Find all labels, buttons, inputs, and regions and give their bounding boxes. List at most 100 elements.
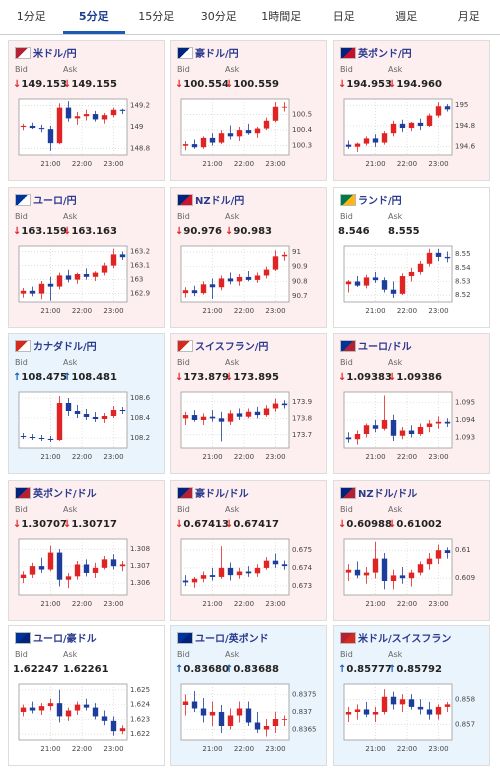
rate-card[interactable]: NZドル/ドル Bid Ask ↓0.60988 ↓0.61002 0.61 0.609 21… [333, 480, 490, 621]
bid-price: 173.879 [183, 372, 229, 383]
candle-body [236, 571, 243, 576]
rate-card[interactable]: ユーロ/円 Bid Ask ↓163.159 ↓163.163 163.2 163.1 163… [8, 187, 165, 328]
rate-card[interactable]: カナダドル/円 Bid Ask ↑108.475 ↑108.481 108.6 108.4 1… [8, 333, 165, 474]
bid-price: 0.60988 [346, 519, 392, 530]
candle-body [363, 572, 370, 576]
candle-body [417, 564, 424, 573]
bid-label: Bid [177, 650, 190, 659]
y-tick-label: 1.623 [130, 715, 150, 723]
bid-label: Bid [177, 358, 190, 367]
trend-arrow: ↓ [175, 226, 184, 237]
x-tick-label: 23:00 [428, 160, 448, 168]
candle-body [381, 696, 388, 712]
y-tick-label: 1.095 [455, 399, 475, 407]
candle-body [29, 290, 36, 294]
rate-card[interactable]: ユーロ/豪ドル Bid Ask 1.62247 1.62261 1.625 1.624 1.6… [8, 625, 165, 766]
candle-body [200, 708, 207, 716]
candle-body [47, 283, 54, 287]
rate-card[interactable]: 英ポンド/ドル Bid Ask ↓1.30707 ↓1.30717 1.308 1.307 1… [8, 480, 165, 621]
candle-body [227, 278, 234, 282]
rate-card[interactable]: 豪ドル/円 Bid Ask ↓100.554 ↓100.559 100.5 100.4 100… [170, 40, 327, 181]
rate-card[interactable]: 英ポンド/円 Bid Ask ↓194.953 ↓194.960 195 194.8 194.… [333, 40, 490, 181]
bid-price: 0.83680 [183, 664, 229, 675]
trend-arrow: ↑ [388, 664, 397, 675]
x-tick-label: 23:00 [265, 307, 285, 315]
x-tick-label: 22:00 [397, 745, 417, 753]
rate-card[interactable]: 米ドル/スイスフラン Bid Ask ↑0.85777 ↑0.85792 0.858 0.8… [333, 625, 490, 766]
tab[interactable]: 週足 [395, 10, 418, 23]
x-tick-label: 22:00 [72, 745, 92, 753]
rate-card[interactable]: スイスフラン/円 Bid Ask ↓173.879 ↓173.895 173.9 173.8… [170, 333, 327, 474]
plot-area [180, 391, 290, 449]
x-tick-label: 21:00 [40, 160, 60, 168]
rate-card[interactable]: ランド/円 Bid Ask 8.546 8.555 8.55 8.54 8.53 8.52 21:… [333, 187, 490, 328]
tab[interactable]: 5分足 [62, 0, 125, 34]
rate-card[interactable]: ユーロ/ドル Bid Ask ↓1.09383 ↓1.09386 1.095 1.094 1.… [333, 333, 490, 474]
ask-value: ↓0.61002 [388, 519, 442, 530]
candle-body [444, 106, 451, 110]
bid-value: ↓100.554 [175, 79, 229, 90]
candle-body [191, 415, 198, 420]
bid-label: Bid [15, 212, 28, 221]
candle-body [92, 567, 99, 573]
candle-body [281, 403, 288, 406]
candle-body [83, 704, 90, 708]
tab[interactable]: 1時間足 [261, 10, 302, 23]
candle-body [92, 417, 99, 419]
x-tick-label: 23:00 [103, 600, 123, 608]
candle-body [200, 575, 207, 579]
tab[interactable]: 日足 [332, 10, 355, 23]
candle-body [191, 144, 198, 148]
rate-card[interactable]: ユーロ/英ポンド Bid Ask ↑0.83680 ↑0.83688 0.8375 0.83… [170, 625, 327, 766]
candle-body [20, 436, 27, 437]
candle-body [227, 715, 234, 726]
candle-body [245, 708, 252, 723]
bid-value: ↓1.09383 [338, 372, 392, 383]
candle-body [29, 437, 36, 438]
ask-label: Ask [225, 505, 240, 514]
candle-body [272, 106, 279, 121]
y-tick-label: 1.094 [455, 416, 476, 424]
y-tick-label: 90.8 [292, 277, 308, 285]
candle-body [101, 716, 108, 721]
y-tick-label: 108.6 [130, 394, 151, 402]
x-tick-label: 22:00 [72, 600, 92, 608]
candle-body [227, 133, 234, 137]
candle-body [390, 575, 397, 581]
flag [15, 487, 31, 499]
candle-body [426, 115, 433, 126]
candle-body [354, 434, 361, 440]
bid-label: Bid [340, 65, 353, 74]
plot-area [18, 245, 128, 303]
tab[interactable]: 30分足 [200, 10, 237, 23]
candle-body [245, 276, 252, 280]
ask-value: ↓90.983 [225, 226, 272, 237]
candle-body [345, 144, 352, 147]
candle-body [38, 283, 45, 294]
bid-price: 1.62247 [13, 664, 59, 675]
y-tick-label: 0.61 [455, 546, 471, 554]
x-tick-label: 22:00 [397, 600, 417, 608]
bid-label: Bid [340, 358, 353, 367]
candle-body [281, 254, 288, 257]
tab[interactable]: 15分足 [138, 10, 175, 23]
candle-body [426, 252, 433, 264]
candle-body [119, 728, 126, 732]
plot-area [180, 245, 290, 303]
candle-body [254, 722, 261, 730]
rate-card[interactable]: 米ドル/円 Bid Ask ↓149.153 ↓149.155 149.2 149 148.8… [8, 40, 165, 181]
y-tick-label: 108.2 [130, 434, 150, 442]
x-tick-label: 21:00 [365, 307, 385, 315]
bid-value: ↑0.85777 [338, 664, 392, 675]
rate-card[interactable]: NZドル/円 Bid Ask ↓90.976 ↓90.983 91 90.9 90.8 90.7… [170, 187, 327, 328]
ask-price: 0.67417 [233, 519, 279, 530]
tab[interactable]: 1分足 [16, 10, 46, 23]
candle-body [417, 122, 424, 126]
x-tick-label: 23:00 [428, 453, 448, 461]
mini-chart: 100.5 100.4 100.3 21:00 22:00 23:00 [180, 98, 313, 168]
candle-body [408, 699, 415, 707]
x-tick-label: 23:00 [103, 453, 123, 461]
tab[interactable]: 月足 [457, 10, 480, 23]
rate-card[interactable]: 豪ドル/ドル Bid Ask ↓0.67413 ↓0.67417 0.675 0.674 0.… [170, 480, 327, 621]
x-tick-label: 22:00 [234, 160, 254, 168]
